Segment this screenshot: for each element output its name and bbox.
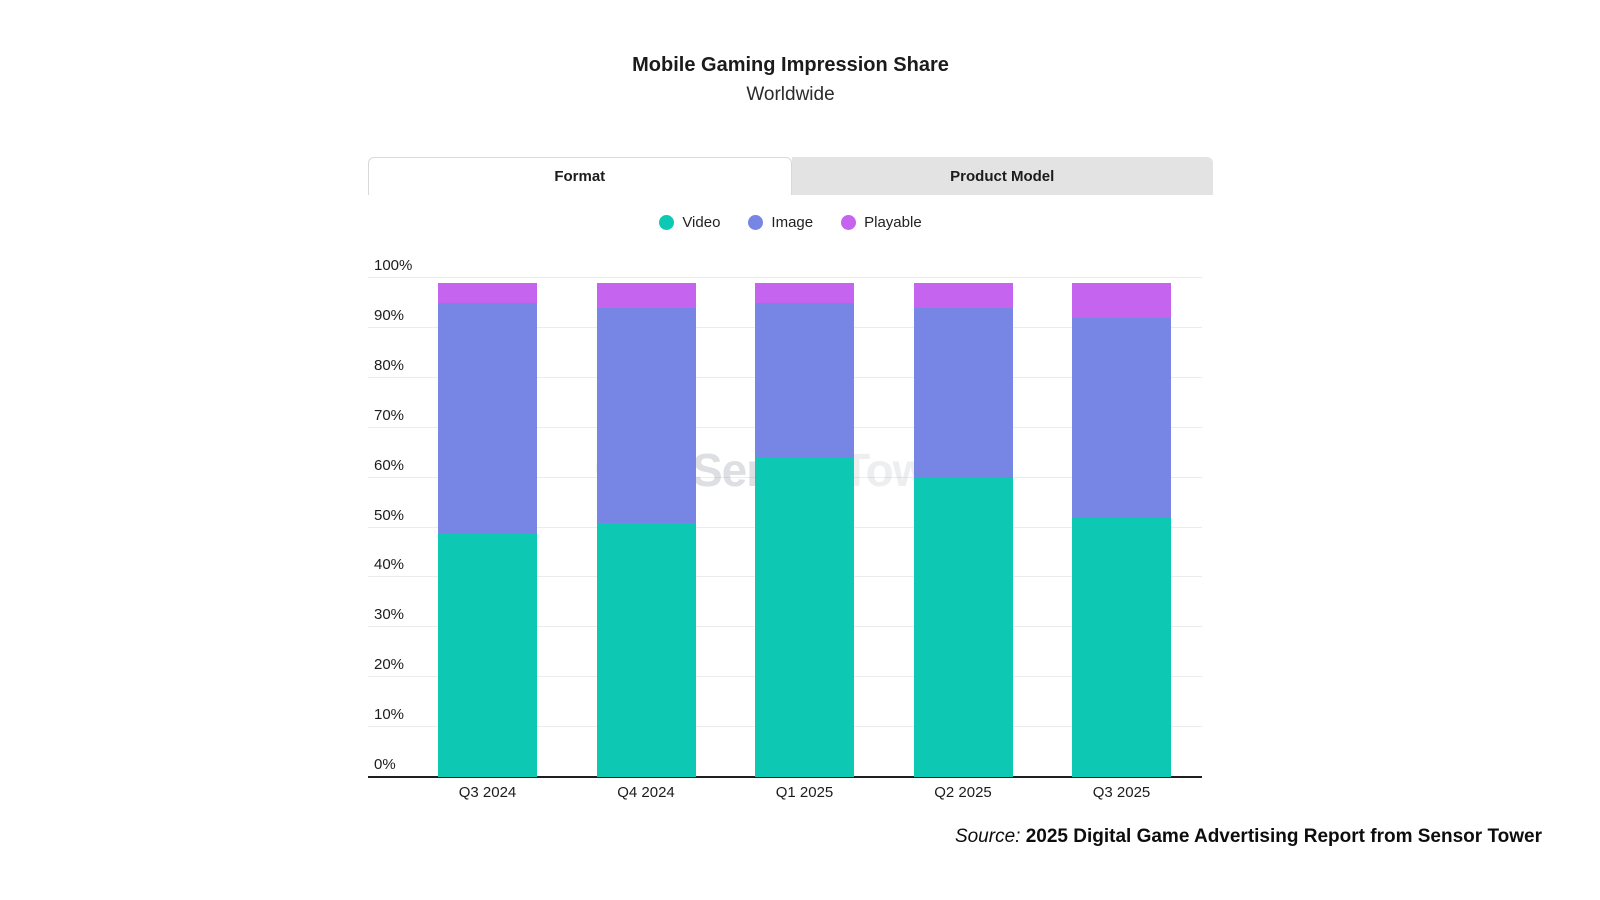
tab-format[interactable]: Format: [368, 157, 792, 195]
x-axis-line: [368, 776, 1202, 778]
legend-item-image[interactable]: Image: [748, 214, 813, 231]
chart-header: Mobile Gaming Impression Share Worldwide: [368, 54, 1213, 106]
legend-item-playable[interactable]: Playable: [841, 214, 922, 231]
bar-segment-playable: [755, 283, 854, 303]
tab-product-model-label: Product Model: [950, 167, 1055, 185]
bar-segment-playable: [1072, 283, 1171, 318]
y-axis-tick-label: 0%: [374, 756, 396, 773]
x-axis-tick-label: Q1 2025: [775, 784, 834, 801]
x-axis-tick-label: Q3 2024: [458, 784, 517, 801]
bar-segment-playable: [438, 283, 537, 303]
bar-segment-video: [913, 477, 1013, 777]
x-axis-tick-label: Q2 2025: [934, 784, 992, 801]
bar-segment-image: [913, 307, 1013, 478]
legend-label: Image: [771, 213, 814, 231]
bar-segment-playable: [596, 283, 696, 308]
y-axis-tick-label: 100%: [374, 257, 413, 274]
bar-segment-playable: [913, 283, 1013, 308]
stacked-bar-q2-2025: [913, 278, 1013, 777]
bar-segment-image: [438, 302, 537, 533]
page-title: Mobile Gaming Impression Share: [632, 54, 949, 76]
bar-segment-image: [596, 307, 696, 523]
bar-segment-image: [1072, 317, 1171, 518]
y-axis-tick-label: 90%: [374, 306, 405, 324]
bar-segment-video: [438, 532, 537, 777]
x-axis-tick-label: Q3 2025: [1092, 784, 1151, 801]
gridline-100: [368, 277, 1202, 278]
legend-dot-image-icon: [748, 214, 764, 230]
y-axis-tick-label: 20%: [374, 656, 405, 674]
y-axis-tick-label: 10%: [374, 706, 405, 724]
legend-label: Playable: [864, 213, 922, 231]
legend-dot-video-icon: [659, 214, 675, 230]
page-subtitle: Worldwide: [746, 84, 835, 105]
bar-segment-image: [755, 302, 854, 458]
source-attribution: Source: 2025 Digital Game Advertising Re…: [955, 826, 1542, 848]
legend-dot-playable-icon: [841, 214, 857, 230]
stacked-bar-q1-2025: [755, 278, 854, 777]
y-axis-tick-label: 50%: [374, 506, 405, 524]
chart-legend: Video Image Playable: [368, 210, 1213, 234]
y-axis-tick-label: 80%: [374, 356, 405, 374]
x-axis-tick-label: Q4 2024: [617, 784, 675, 801]
stacked-bar-q3-2024: [438, 278, 537, 777]
bar-segment-video: [596, 522, 696, 777]
legend-label: Video: [682, 213, 721, 231]
tab-format-label: Format: [554, 168, 606, 185]
source-prefix: Source:: [954, 826, 1021, 847]
y-axis-tick-label: 70%: [374, 406, 405, 424]
bar-segment-video: [755, 457, 854, 777]
source-text: 2025 Digital Game Advertising Report fro…: [1025, 826, 1542, 847]
tab-product-model[interactable]: Product Model: [791, 157, 1213, 195]
bar-segment-video: [1072, 517, 1171, 777]
y-axis-tick-label: 40%: [374, 556, 405, 574]
tab-bar: Format Product Model: [368, 157, 1213, 195]
stacked-bar-q4-2024: [596, 278, 696, 777]
y-axis-tick-label: 60%: [374, 456, 405, 474]
y-axis-tick-label: 30%: [374, 606, 405, 624]
stacked-bar-q3-2025: [1072, 278, 1171, 777]
legend-item-video[interactable]: Video: [659, 214, 720, 231]
